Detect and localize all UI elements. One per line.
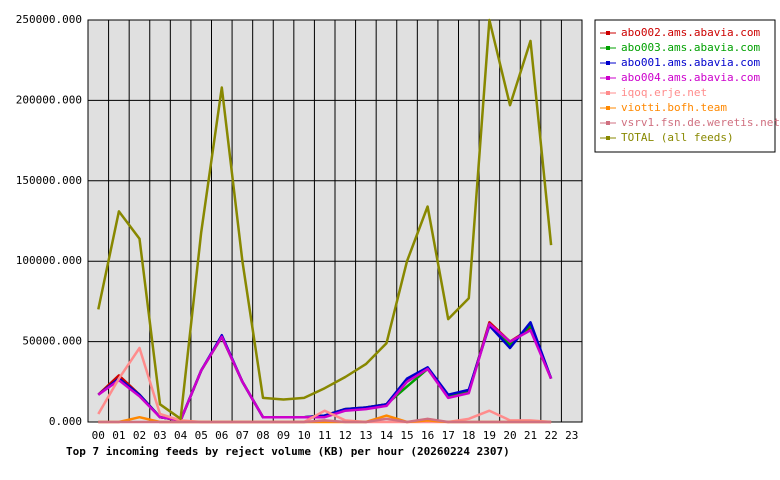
x-tick-label: 15: [400, 429, 413, 442]
legend-marker: [606, 46, 610, 50]
x-tick-label: 21: [524, 429, 537, 442]
x-tick-label: 17: [442, 429, 455, 442]
legend-label: abo004.ams.abavia.com: [621, 71, 760, 84]
x-tick-label: 00: [92, 429, 105, 442]
x-tick-label: 04: [174, 429, 188, 442]
x-tick-label: 19: [483, 429, 496, 442]
y-tick-label: 250000.000: [16, 13, 82, 26]
series-line: [97, 18, 553, 421]
legend-marker: [606, 91, 610, 95]
x-tick-label: 07: [236, 429, 249, 442]
legend-box: [594, 19, 776, 153]
y-tick-label: 0.000: [49, 415, 82, 428]
x-tick-label: 08: [256, 429, 269, 442]
y-tick-label: 200000.000: [16, 93, 82, 106]
legend-marker: [606, 106, 610, 110]
legend-marker: [606, 136, 610, 140]
x-tick-label: 11: [318, 429, 331, 442]
x-tick-label: 22: [545, 429, 558, 442]
x-tick-label: 10: [298, 429, 311, 442]
x-tick-label: 23: [565, 429, 578, 442]
x-tick-label: 02: [133, 429, 146, 442]
legend-label: abo002.ams.abavia.com: [621, 26, 760, 39]
x-tick-label: 03: [153, 429, 166, 442]
legend-marker: [606, 121, 610, 125]
y-tick-label: 100000.000: [16, 254, 82, 267]
x-tick-label: 18: [462, 429, 475, 442]
x-tick-label: 13: [359, 429, 372, 442]
x-tick-label: 05: [195, 429, 208, 442]
legend-label: abo001.ams.abavia.com: [621, 56, 760, 69]
x-tick-label: 06: [215, 429, 228, 442]
legend-marker: [606, 76, 610, 80]
x-tick-label: 14: [380, 429, 394, 442]
y-tick-label: 150000.000: [16, 174, 82, 187]
legend-label: viotti.bofh.team: [621, 101, 727, 114]
legend-label: TOTAL (all feeds): [621, 131, 734, 144]
x-tick-label: 01: [112, 429, 125, 442]
x-tick-label: 09: [277, 429, 290, 442]
x-tick-label: 12: [339, 429, 352, 442]
x-tick-label: 16: [421, 429, 434, 442]
x-axis-title: Top 7 incoming feeds by reject volume (K…: [66, 445, 510, 458]
legend-label: abo003.ams.abavia.com: [621, 41, 760, 54]
x-tick-label: 20: [503, 429, 516, 442]
legend-label: vsrv1.fsn.de.weretis.net: [621, 116, 780, 129]
legend-label: iqoq.erje.net: [621, 86, 707, 99]
legend-marker: [606, 31, 610, 35]
y-tick-label: 50000.000: [22, 335, 82, 348]
legend-marker: [606, 61, 610, 65]
series-line: [97, 346, 552, 424]
series-line: [98, 417, 552, 424]
